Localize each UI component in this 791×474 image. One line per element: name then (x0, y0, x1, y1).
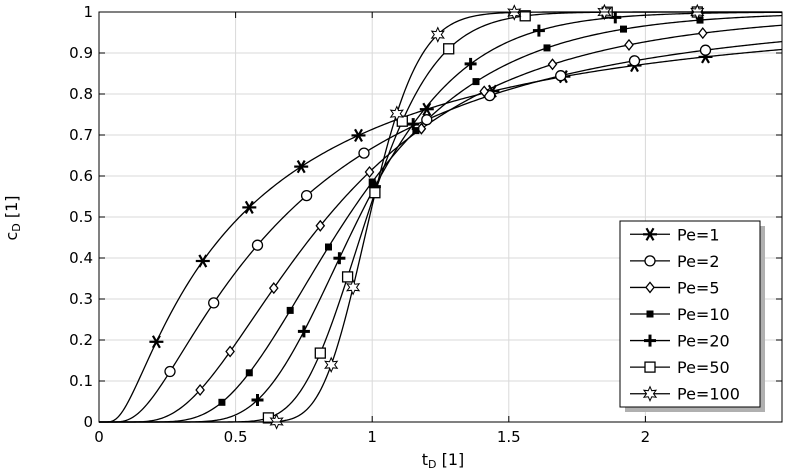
data-point-pe-20 (297, 325, 310, 338)
data-point-pe-10 (286, 306, 294, 314)
data-point-pe-1 (149, 335, 164, 349)
series-markers (149, 3, 713, 430)
data-point-pe-2 (251, 239, 264, 251)
data-point-pe-10 (368, 178, 376, 186)
data-point-pe-2 (421, 114, 433, 126)
legend-marker (643, 227, 657, 241)
legend-entry: Pe=20 (630, 332, 730, 351)
data-point-pe-5 (479, 85, 490, 98)
y-tick-label: 0.5 (69, 208, 93, 226)
legend-marker (646, 310, 654, 318)
data-point-pe-50 (314, 347, 326, 359)
y-tick-label: 0.6 (69, 167, 93, 185)
y-tick-label: 0.9 (69, 44, 93, 62)
axis-ticks: 0 0.5 1 1.5 2 0 0.1 0.2 0.3 0.4 0.5 0.6 0.7 0.8 0.9 1 (69, 3, 782, 446)
legend-label: Pe=20 (677, 332, 730, 351)
series-line-pe-5 (99, 24, 783, 423)
data-point-pe-1 (242, 200, 257, 215)
data-point-pe-5 (268, 282, 279, 295)
data-point-pe-10 (412, 127, 420, 135)
series-line-pe-1 (99, 48, 783, 423)
legend-label: Pe=100 (677, 385, 740, 404)
x-tick-label: 2 (641, 428, 651, 446)
data-point-pe-100 (345, 279, 361, 296)
data-point-pe-5 (225, 345, 235, 358)
y-tick-label: 0.2 (69, 331, 93, 349)
legend: Pe=1 Pe=2 Pe=5 Pe=10 Pe=20 Pe=50 Pe=100 (619, 220, 765, 412)
legend-entry: Pe=2 (630, 252, 720, 271)
legend-entry: Pe=50 (630, 358, 730, 377)
legend-marker (644, 334, 656, 347)
series-line-pe-10 (99, 14, 783, 423)
data-point-pe-20 (333, 252, 346, 265)
legend-label: Pe=10 (677, 305, 730, 324)
data-point-pe-10 (543, 44, 551, 52)
y-tick-label: 0.8 (69, 85, 93, 103)
data-point-pe-100 (324, 356, 339, 374)
data-point-pe-100 (430, 26, 445, 43)
data-point-pe-2 (358, 147, 370, 159)
y-tick-label: 0.3 (69, 290, 93, 308)
series-line-pe-20 (99, 11, 783, 423)
data-point-pe-5 (195, 383, 205, 397)
legend-entry: Pe=5 (630, 278, 720, 297)
data-point-pe-10 (696, 16, 704, 24)
data-point-pe-50 (396, 115, 408, 127)
data-point-pe-100 (389, 105, 404, 122)
data-point-pe-1 (195, 254, 210, 268)
data-point-pe-2 (164, 365, 176, 378)
y-axis-title: cD [1] (2, 195, 23, 240)
data-point-pe-2 (555, 70, 567, 82)
data-point-pe-5 (364, 165, 375, 179)
data-point-pe-10 (472, 78, 480, 86)
data-point-pe-20 (407, 118, 420, 131)
legend-label: Pe=2 (677, 252, 720, 271)
data-point-pe-10 (218, 398, 226, 406)
x-tick-label: 1.5 (497, 428, 521, 446)
data-point-pe-1 (294, 159, 309, 174)
y-tick-label: 0.1 (69, 372, 93, 390)
y-tick-label: 0.7 (69, 126, 93, 144)
legend-label: Pe=50 (677, 358, 730, 377)
data-point-pe-20 (532, 24, 545, 37)
legend-marker (644, 255, 656, 267)
data-point-pe-5 (547, 58, 558, 71)
legend-marker (645, 281, 655, 294)
legend-entry: Pe=100 (630, 385, 740, 404)
legend-entry: Pe=1 (630, 225, 720, 244)
x-tick-label: 1 (367, 428, 377, 446)
legend-label: Pe=1 (677, 225, 720, 244)
data-point-pe-10 (325, 243, 332, 251)
data-point-pe-5 (315, 219, 326, 232)
data-point-pe-5 (697, 27, 708, 40)
data-point-pe-2 (300, 189, 313, 202)
legend-marker (642, 385, 658, 402)
data-point-pe-50 (341, 271, 354, 283)
legend-marker (644, 361, 656, 373)
data-point-pe-20 (251, 394, 264, 406)
data-point-pe-2 (699, 44, 712, 56)
data-point-pe-50 (369, 187, 381, 199)
legend-label: Pe=5 (677, 278, 720, 297)
data-point-pe-10 (245, 369, 253, 377)
data-point-pe-10 (620, 25, 627, 33)
x-tick-label: 0 (94, 428, 104, 446)
data-point-pe-1 (351, 128, 366, 143)
x-axis-title: tD [1] (422, 450, 465, 471)
data-point-pe-1 (419, 102, 434, 116)
x-tick-label: 0.5 (224, 428, 248, 446)
y-tick-label: 0 (83, 413, 93, 431)
data-point-pe-5 (624, 38, 634, 51)
data-point-pe-50 (443, 43, 455, 55)
legend-entry: Pe=10 (630, 305, 730, 324)
y-tick-label: 0.4 (69, 249, 93, 267)
data-point-pe-20 (464, 57, 477, 70)
data-point-pe-2 (208, 297, 220, 309)
data-point-pe-2 (628, 55, 641, 67)
y-tick-label: 1 (83, 3, 93, 21)
